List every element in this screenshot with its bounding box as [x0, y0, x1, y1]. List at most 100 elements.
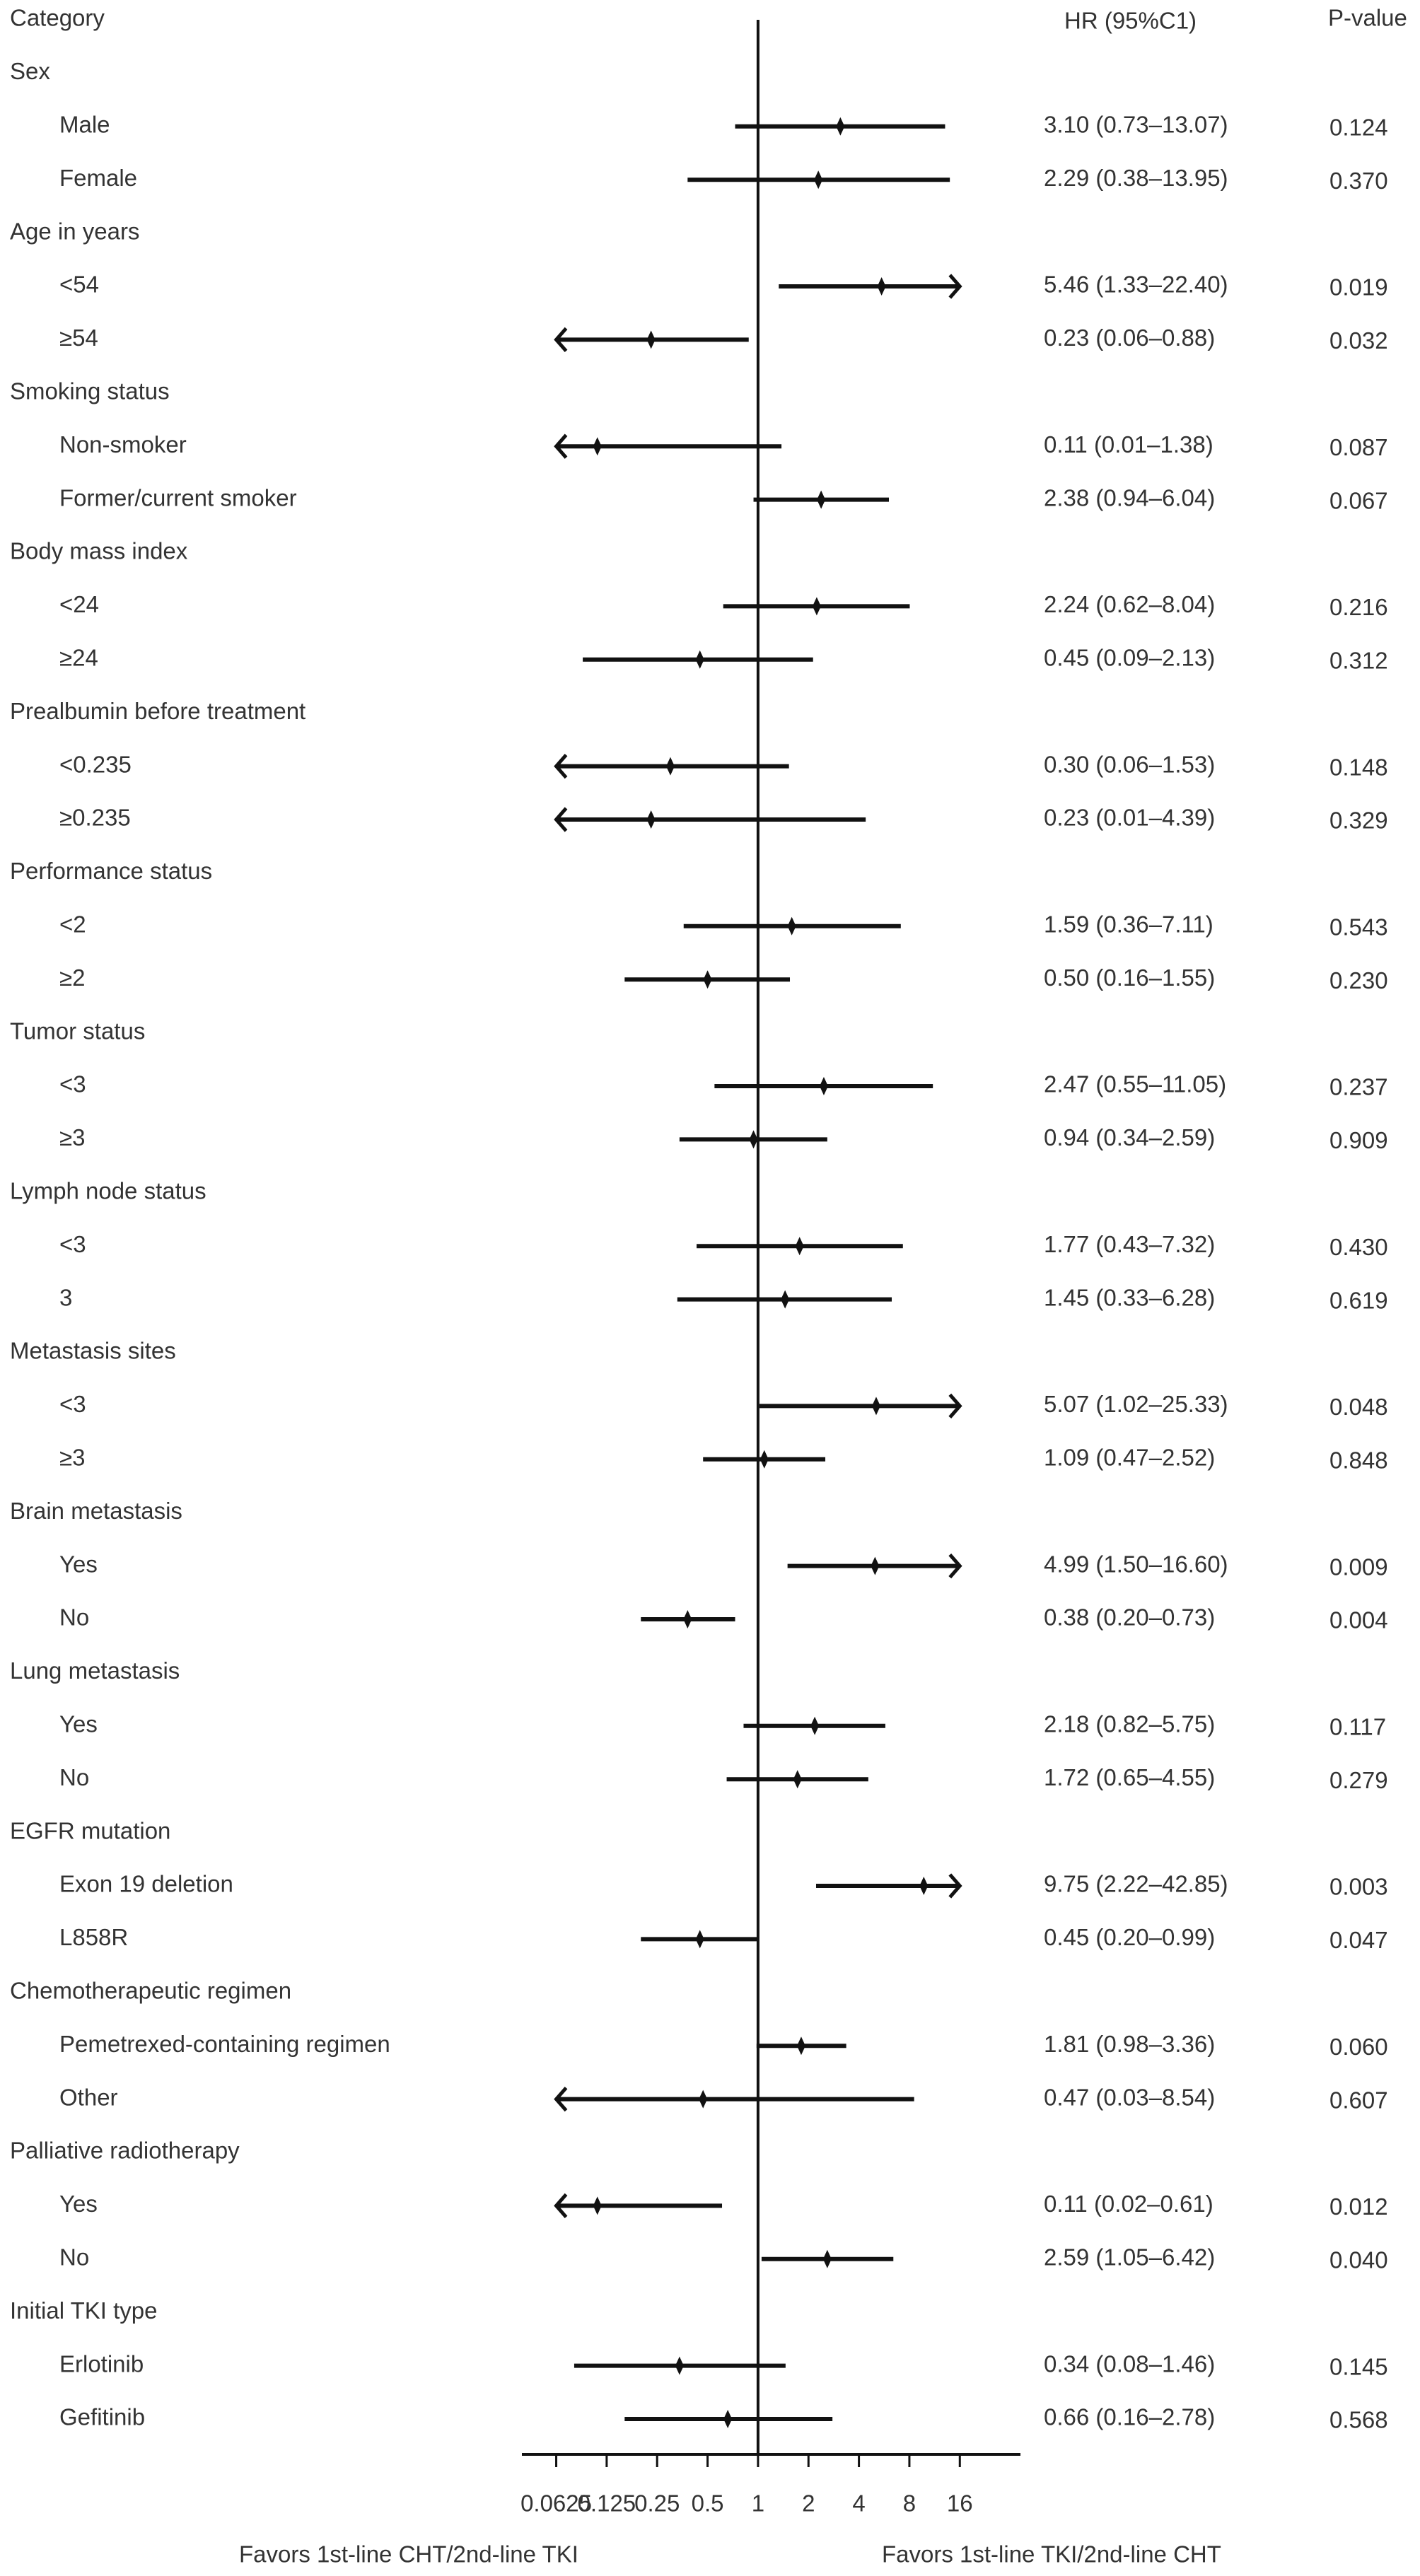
- p-value: 0.087: [1329, 434, 1388, 460]
- x-tick-label: 0.0625: [520, 2490, 592, 2517]
- p-value: 0.048: [1329, 1394, 1388, 1420]
- group-label: Initial TKI type: [10, 2297, 158, 2324]
- row-label: Erlotinib: [59, 2350, 144, 2377]
- p-value: 0.230: [1329, 967, 1388, 993]
- hr-ci-label: 0.45 (0.20–0.99): [1044, 1924, 1215, 1950]
- group-label: Age in years: [10, 218, 139, 244]
- hr-ci-label: 1.59 (0.36–7.11): [1044, 911, 1214, 938]
- p-value: 0.370: [1329, 168, 1388, 194]
- hr-marker: [593, 437, 602, 456]
- hr-marker: [796, 2036, 805, 2056]
- hr-ci-label: 3.10 (0.73–13.07): [1044, 112, 1228, 138]
- hr-marker: [871, 1397, 880, 1416]
- group-label: Prealbumin before treatment: [10, 698, 305, 724]
- hr-ci-label: 2.29 (0.38–13.95): [1044, 165, 1228, 191]
- hr-ci-label: 2.24 (0.62–8.04): [1044, 591, 1215, 617]
- row-label: Gefitinib: [59, 2404, 145, 2430]
- hr-marker: [646, 810, 656, 829]
- row-label: ≥54: [59, 325, 98, 351]
- hr-marker: [593, 2196, 602, 2215]
- hr-ci-label: 2.47 (0.55–11.05): [1044, 1071, 1226, 1097]
- hr-marker: [646, 330, 656, 349]
- hr-marker: [781, 1290, 790, 1309]
- row-label: <0.235: [59, 751, 132, 777]
- hr-ci-label: 4.99 (1.50–16.60): [1044, 1551, 1228, 1577]
- p-value: 0.216: [1329, 594, 1388, 620]
- row-label: Yes: [59, 2191, 98, 2217]
- p-value: 0.568: [1329, 2407, 1388, 2433]
- p-value: 0.148: [1329, 754, 1388, 780]
- group-label: Smoking status: [10, 378, 170, 404]
- hr-ci-label: 9.75 (2.22–42.85): [1044, 1871, 1228, 1897]
- p-value: 0.047: [1329, 1927, 1388, 1953]
- hr-marker: [723, 2410, 733, 2428]
- p-value: 0.003: [1329, 1874, 1388, 1900]
- hr-ci-label: 0.23 (0.06–0.88): [1044, 325, 1215, 351]
- hr-marker: [871, 1556, 880, 1575]
- ci-arrow-left: [554, 433, 568, 459]
- left-favors-label: Favors 1st-line CHT/2nd-line TKI: [239, 2541, 578, 2568]
- hr-ci-label: 0.50 (0.16–1.55): [1044, 964, 1215, 991]
- hr-ci-label: 0.66 (0.16–2.78): [1044, 2404, 1215, 2430]
- group-label: Body mass index: [10, 538, 188, 564]
- hr-marker: [749, 1130, 758, 1149]
- p-value: 0.607: [1329, 2087, 1388, 2113]
- row-label: 3: [59, 1284, 72, 1310]
- group-label: Performance status: [10, 858, 212, 884]
- row-label: No: [59, 1604, 89, 1631]
- row-label: Non-smoker: [59, 431, 187, 457]
- p-value: 0.117: [1329, 1714, 1386, 1740]
- hr-ci-label: 5.46 (1.33–22.40): [1044, 272, 1228, 298]
- p-value: 0.040: [1329, 2247, 1388, 2273]
- row-label: Former/current smoker: [59, 484, 297, 511]
- p-header: P-value: [1328, 5, 1407, 31]
- p-value: 0.060: [1329, 2034, 1388, 2060]
- ci-arrow-right: [948, 1873, 962, 1899]
- row-label: <3: [59, 1071, 86, 1097]
- ci-arrow-left: [554, 807, 568, 832]
- row-label: Male: [59, 112, 110, 138]
- ci-arrow-right: [948, 274, 962, 299]
- p-value: 0.848: [1329, 1447, 1388, 1474]
- hr-ci-label: 2.59 (1.05–6.42): [1044, 2244, 1215, 2271]
- group-label: Sex: [10, 58, 50, 84]
- ci-arrow-left: [554, 327, 568, 353]
- row-label: ≥24: [59, 645, 98, 671]
- hr-ci-label: 1.81 (0.98–3.36): [1044, 2031, 1215, 2057]
- p-value: 0.004: [1329, 1607, 1388, 1633]
- hr-ci-label: 0.11 (0.02–0.61): [1044, 2191, 1214, 2217]
- row-label: ≥2: [59, 964, 85, 991]
- x-tick-label: 1: [752, 2490, 764, 2517]
- x-tick-label: 8: [903, 2490, 916, 2517]
- row-label: Other: [59, 2084, 118, 2110]
- p-value: 0.012: [1329, 2193, 1388, 2220]
- p-value: 0.009: [1329, 1554, 1388, 1580]
- row-label: Female: [59, 165, 137, 191]
- row-label: ≥3: [59, 1124, 85, 1150]
- hr-marker: [695, 1930, 704, 1949]
- hr-marker: [819, 1077, 828, 1095]
- hr-marker: [836, 117, 845, 136]
- hr-marker: [822, 2249, 832, 2268]
- group-label: Palliative radiotherapy: [10, 2138, 240, 2164]
- ci-arrow-left: [554, 2086, 568, 2112]
- x-tick-label: 4: [852, 2490, 865, 2517]
- x-tick-label: 2: [802, 2490, 815, 2517]
- hr-marker: [675, 2356, 684, 2375]
- x-tick-label: 0.5: [692, 2490, 724, 2517]
- hr-marker: [787, 916, 796, 936]
- row-label: ≥0.235: [59, 805, 131, 831]
- hr-ci-label: 1.77 (0.43–7.32): [1044, 1231, 1215, 1257]
- right-favors-label: Favors 1st-line TKI/2nd-line CHT: [882, 2541, 1221, 2568]
- ci-arrow-left: [554, 2193, 568, 2219]
- hr-ci-label: 1.72 (0.65–4.55): [1044, 1764, 1215, 1790]
- hr-marker: [703, 970, 712, 989]
- row-label: <2: [59, 911, 86, 938]
- row-label: ≥3: [59, 1445, 85, 1471]
- hr-ci-label: 5.07 (1.02–25.33): [1044, 1391, 1228, 1417]
- hr-marker: [695, 650, 704, 669]
- x-tick-label: 0.25: [634, 2490, 680, 2517]
- p-value: 0.619: [1329, 1287, 1388, 1313]
- ci-arrow-left: [554, 753, 568, 779]
